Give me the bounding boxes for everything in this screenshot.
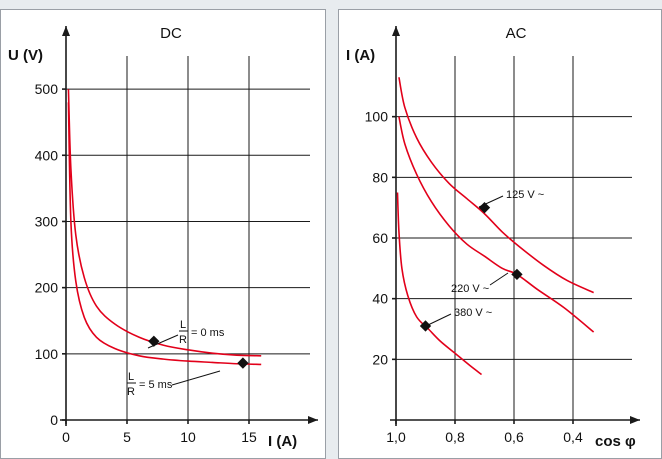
ac-annotation-220v-leader [489, 272, 509, 286]
dc-x-axis-arrowhead [308, 416, 318, 424]
ac-annotation-220v: 220 V ~ [451, 272, 509, 295]
dc-y-tick-label: 300 [35, 213, 59, 229]
ac-annotation-380v-leader [427, 313, 452, 326]
dc-x-axis-label: I (A) [268, 433, 297, 450]
dc-y-tick-label: 500 [35, 81, 59, 97]
ac-x-axis-arrowhead [630, 416, 640, 424]
ac-series-marker [511, 268, 523, 281]
ac-y-tick-label: 80 [372, 169, 388, 185]
dc-x-tick-label: 5 [123, 429, 131, 445]
ac-curves [396, 77, 595, 376]
dc-annotation-lr5-num: L [128, 371, 134, 383]
ac-annotation-125v-leader [478, 195, 504, 208]
ac-series-curve [398, 116, 595, 333]
ac-x-axis-label: cos φ [595, 433, 636, 450]
ac-title: AC [506, 25, 527, 42]
ac-x-tick-label: 0,8 [445, 429, 465, 445]
ac-x-tick-label: 0,4 [563, 429, 583, 445]
dc-y-tick-label: 200 [35, 280, 59, 296]
dc-title: DC [160, 25, 182, 42]
ac-y-tick-label: 20 [372, 351, 388, 367]
ac-y-axis-arrowhead [392, 26, 400, 36]
dc-series-marker [237, 357, 249, 369]
ac-series-marker [478, 202, 491, 214]
dc-annotation-lr0-text: = 0 ms [191, 327, 225, 339]
ac-tick-labels: 1,0 0,8 0,6 0,4 20 40 60 80 100 [365, 109, 583, 445]
dc-y-tick-label: 400 [35, 147, 59, 163]
dc-annotation-lr0-num: L [180, 319, 186, 331]
dc-series-curve [67, 89, 262, 357]
ac-annotation-220v-text: 220 V ~ [451, 283, 489, 295]
ac-axes [390, 26, 640, 426]
ac-panel: 1,0 0,8 0,6 0,4 20 40 60 80 100 AC I (A) cos φ 1… [338, 9, 662, 459]
dc-tick-labels: 0 5 10 15 0 100 200 300 400 500 [35, 81, 257, 445]
dc-panel: 0 5 10 15 0 100 200 300 400 500 DC U (V) I (A) L … [0, 9, 326, 459]
dc-annotation-lr5-text: = 5 ms [139, 379, 173, 391]
dc-y-tick-label: 100 [35, 346, 59, 362]
dc-annotation-lr0: L R = 0 ms [147, 319, 225, 349]
dc-series-curve [67, 102, 262, 366]
dc-y-axis-arrowhead [62, 26, 70, 36]
dc-curves [67, 89, 262, 369]
ac-series-marker [419, 320, 432, 332]
dc-x-tick-label: 0 [62, 429, 70, 445]
ac-y-tick-label: 40 [372, 291, 388, 307]
dc-annotation-lr0-den: R [179, 334, 187, 346]
dc-gridlines [66, 56, 310, 420]
dc-annotation-lr5: L R = 5 ms [127, 370, 221, 398]
dc-y-tick-label: 0 [50, 412, 58, 428]
ac-series-curve [398, 77, 594, 294]
ac-panel-background [338, 9, 662, 459]
ac-x-tick-label: 1,0 [386, 429, 406, 445]
dc-axes [60, 26, 318, 426]
dc-annotation-lr5-leader [171, 370, 221, 386]
ac-y-tick-label: 100 [365, 109, 389, 125]
ac-x-tick-label: 0,6 [504, 429, 524, 445]
dc-y-axis-label: U (V) [8, 47, 43, 64]
ac-annotation-380v-text: 380 V ~ [454, 307, 492, 319]
ac-annotation-380v: 380 V ~ [427, 307, 492, 326]
ac-annotation-125v-text: 125 V ~ [506, 189, 544, 201]
ac-y-tick-label: 60 [372, 230, 388, 246]
ac-y-axis-label: I (A) [346, 47, 375, 64]
dc-panel-background [0, 9, 326, 459]
dc-annotation-lr0-leader [147, 334, 179, 349]
ac-annotation-125v: 125 V ~ [478, 189, 544, 208]
ac-gridlines [396, 56, 632, 420]
dc-x-tick-label: 10 [180, 429, 196, 445]
dc-annotation-lr5-den: R [127, 386, 135, 398]
dc-x-tick-label: 15 [241, 429, 257, 445]
